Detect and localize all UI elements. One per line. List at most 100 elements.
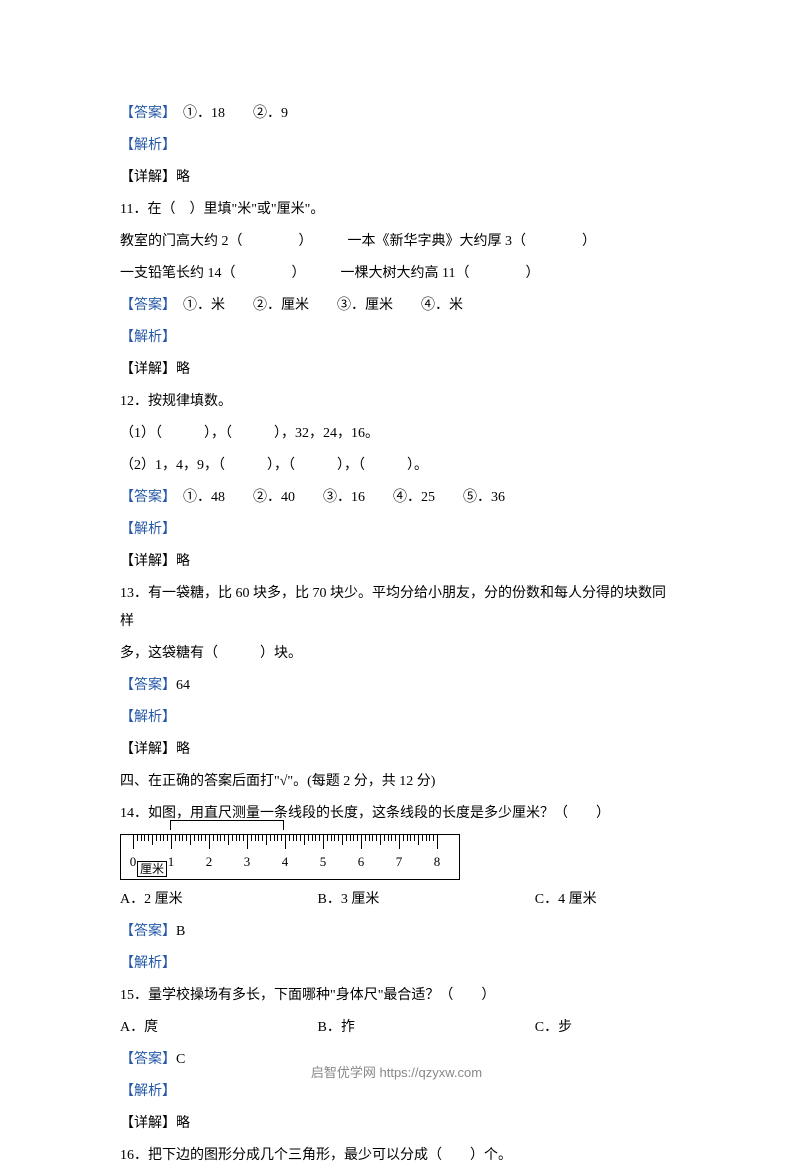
tick-mid [342, 835, 343, 845]
ruler: 厘米 012345678 [120, 834, 460, 880]
tick-mid [266, 835, 267, 845]
tick-minor [167, 835, 168, 841]
tick-minor [308, 835, 309, 841]
q14-options: A．2 厘米 B．3 厘米 C．4 厘米 [120, 886, 673, 914]
q11-answer: 【答案】 ①．米 ②．厘米 ③．厘米 ④．米 [120, 292, 673, 320]
q11-line2b: 一棵大树大约高 11（ ） [341, 266, 540, 281]
q11-line2: 一支铅笔长约 14（ ） 一棵大树大约高 11（ ） [120, 260, 673, 288]
tick-minor [213, 835, 214, 841]
q14-opt-b: B．3 厘米 [318, 886, 535, 914]
tick-minor [365, 835, 366, 841]
answer-label: 【答案】 [120, 678, 176, 693]
tick-minor [205, 835, 206, 841]
q11-detail: 【详解】略 [120, 356, 673, 384]
tick-minor [376, 835, 377, 841]
tick-minor [357, 835, 358, 841]
tick-minor [148, 835, 149, 841]
tick-minor [175, 835, 176, 841]
q16-stem: 16．把下边的图形分成几个三角形，最少可以分成（ ）个。 [120, 1142, 673, 1170]
tick-minor [251, 835, 252, 841]
q10-parse-label: 【解析】 [120, 132, 673, 160]
answer-text: ①．48 ②．40 ③．16 ④．25 ⑤．36 [169, 490, 505, 505]
tick-mid [228, 835, 229, 845]
tick-minor [258, 835, 259, 841]
q13-detail: 【详解】略 [120, 736, 673, 764]
q15-stem: 15．量学校操场有多长，下面哪种"身体尺"最合适？（ ） [120, 982, 673, 1010]
tick-minor [274, 835, 275, 841]
tick-minor [433, 835, 434, 841]
q11-line1: 教室的门高大约 2（ ） 一本《新华字典》大约厚 3（ ） [120, 228, 673, 256]
tick-minor [262, 835, 263, 841]
tick-major [437, 835, 438, 849]
ruler-unit-label: 厘米 [137, 861, 167, 877]
tick-label: 2 [206, 849, 213, 875]
q15-opt-c: C．步 [535, 1014, 673, 1042]
tick-minor [289, 835, 290, 841]
q12-sub1: （1）（ ），（ ），32，24，16。 [120, 420, 673, 448]
tick-minor [372, 835, 373, 841]
tick-minor [338, 835, 339, 841]
tick-minor [293, 835, 294, 841]
tick-label: 1 [168, 849, 175, 875]
answer-text: 64 [176, 678, 190, 693]
tick-minor [281, 835, 282, 841]
tick-minor [217, 835, 218, 841]
q14-parse-label: 【解析】 [120, 950, 673, 978]
tick-minor [137, 835, 138, 841]
q12-parse-label: 【解析】 [120, 516, 673, 544]
answer-label: 【答案】 [120, 298, 169, 313]
tick-minor [198, 835, 199, 841]
tick-minor [224, 835, 225, 841]
tick-label: 6 [358, 849, 365, 875]
tick-minor [319, 835, 320, 841]
tick-minor [220, 835, 221, 841]
q12-sub2: （2）1，4，9，（ ），（ ），（ ）。 [120, 452, 673, 480]
tick-minor [353, 835, 354, 841]
tick-minor [201, 835, 202, 841]
tick-minor [346, 835, 347, 841]
tick-minor [331, 835, 332, 841]
q15-opt-b: B．拃 [318, 1014, 535, 1042]
tick-major [133, 835, 134, 849]
tick-minor [232, 835, 233, 841]
q11-parse-label: 【解析】 [120, 324, 673, 352]
tick-minor [334, 835, 335, 841]
q11-stem: 11．在（ ）里填"米"或"厘米"。 [120, 196, 673, 224]
section4-header: 四、在正确的答案后面打"√"。(每题 2 分，共 12 分) [120, 768, 673, 796]
tick-minor [384, 835, 385, 841]
tick-minor [300, 835, 301, 841]
q12-stem: 12．按规律填数。 [120, 388, 673, 416]
tick-minor [403, 835, 404, 841]
q13-parse-label: 【解析】 [120, 704, 673, 732]
tick-mid [418, 835, 419, 845]
tick-minor [270, 835, 271, 841]
bracket-icon [170, 820, 284, 830]
tick-minor [410, 835, 411, 841]
tick-major [399, 835, 400, 849]
tick-major [209, 835, 210, 849]
tick-minor [395, 835, 396, 841]
tick-minor [156, 835, 157, 841]
tick-minor [243, 835, 244, 841]
q13-stem-l2: 多，这袋糖有（ ）块。 [120, 640, 673, 668]
tick-label: 5 [320, 849, 327, 875]
q10-detail: 【详解】略 [120, 164, 673, 192]
tick-major [171, 835, 172, 849]
tick-minor [277, 835, 278, 841]
tick-mid [190, 835, 191, 845]
q13-stem-l1: 13．有一袋糖，比 60 块多，比 70 块少。平均分给小朋友，分的份数和每人分… [120, 580, 673, 636]
tick-minor [182, 835, 183, 841]
tick-minor [179, 835, 180, 841]
ruler-figure: 厘米 012345678 [120, 834, 460, 880]
answer-text: B [176, 924, 185, 939]
q12-answer: 【答案】 ①．48 ②．40 ③．16 ④．25 ⑤．36 [120, 484, 673, 512]
q14-opt-c: C．4 厘米 [535, 886, 673, 914]
tick-minor [163, 835, 164, 841]
tick-minor [426, 835, 427, 841]
q11-line1a: 教室的门高大约 2（ ） [120, 234, 306, 249]
tick-minor [315, 835, 316, 841]
tick-minor [407, 835, 408, 841]
answer-label: 【答案】 [120, 106, 169, 121]
q15-detail: 【详解】略 [120, 1110, 673, 1138]
q12-detail: 【详解】略 [120, 548, 673, 576]
